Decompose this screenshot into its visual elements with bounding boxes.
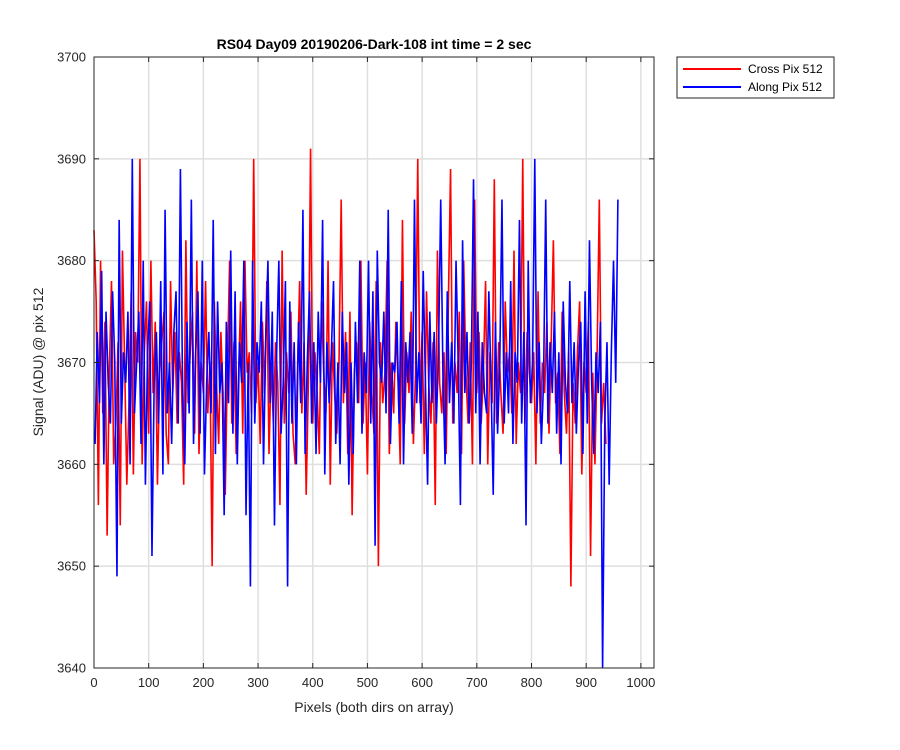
legend-label-along: Along Pix 512 (748, 80, 822, 94)
axis-ticks: 0 100 200 300 400 500 600 700 800 900 1000 3640 3650… (57, 50, 655, 691)
y-tick-label: 3700 (57, 50, 86, 65)
y-tick-label: 3680 (57, 253, 86, 268)
x-tick-label: 800 (521, 675, 543, 690)
x-tick-label: 600 (411, 675, 433, 690)
x-tick-label: 400 (302, 675, 324, 690)
y-axis-label: Signal (ADU) @ pix 512 (30, 287, 46, 436)
series-line-along-pix-512 (94, 158, 619, 669)
legend: Cross Pix 512 Along Pix 512 (676, 56, 835, 99)
x-tick-label: 200 (193, 675, 215, 690)
x-axis-label: Pixels (both dirs on array) (294, 699, 454, 715)
x-tick-label: 100 (138, 675, 160, 690)
x-tick-label: 500 (357, 675, 379, 690)
y-tick-label: 3660 (57, 457, 86, 472)
series-lines (93, 148, 619, 669)
x-tick-label: 0 (90, 675, 97, 690)
y-tick-label: 3640 (57, 661, 86, 676)
y-tick-label: 3650 (57, 559, 86, 574)
x-tick-label: 900 (575, 675, 597, 690)
legend-label-cross: Cross Pix 512 (748, 62, 823, 76)
x-tick-label: 300 (247, 675, 269, 690)
x-tick-label: 700 (466, 675, 488, 690)
y-tick-label: 3690 (57, 151, 86, 166)
legend-box (676, 56, 835, 99)
y-tick-label: 3670 (57, 355, 86, 370)
x-tick-label: 1000 (626, 675, 655, 690)
chart-title: RS04 Day09 20190206-Dark-108 int time = … (217, 36, 532, 52)
